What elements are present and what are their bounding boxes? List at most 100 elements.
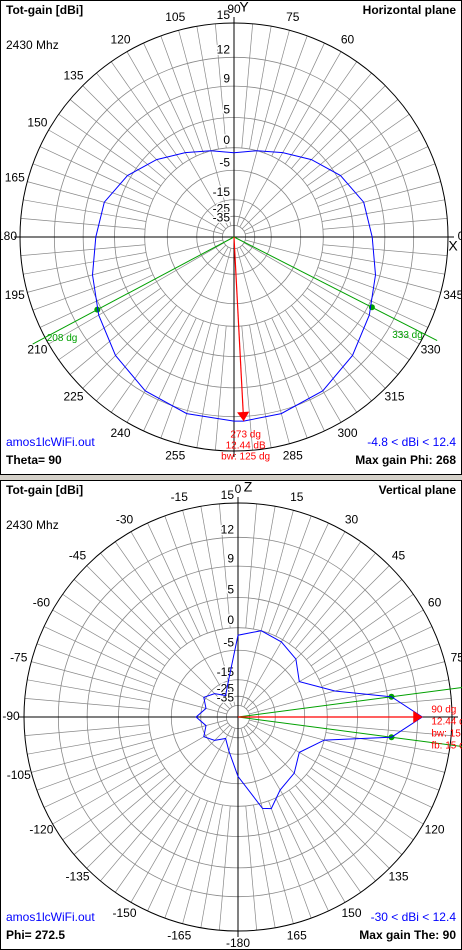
peak-label: 12.44 dB [226,441,266,452]
spoke [275,522,329,637]
spoke [178,30,232,226]
spoke [182,728,236,924]
beam-edge-line [233,236,438,341]
angle-tick-label: -15 [171,490,189,504]
spoke [243,129,420,232]
r-tick-label: 15 [221,488,235,502]
spoke [20,244,146,256]
spoke [268,800,312,919]
peak-label: fb: 15 dB [431,741,462,752]
spoke [114,789,188,893]
pattern-curve [195,630,424,810]
spoke [27,679,151,702]
spoke [36,747,155,791]
r-tick-label: 12 [217,42,231,56]
angle-tick-label: 165 [5,170,25,184]
spoke [310,767,414,841]
spoke [291,72,372,169]
angle-tick-label: 285 [283,448,303,462]
file-name: amos1lcWiFi.out [6,910,95,924]
spoke [215,325,227,451]
panel: 15 12 9 5 0 -5 -15 -25-35 -150 15 -30 30 -45 45 -60 60 -… [0,479,462,950]
spoke [130,726,233,903]
spoke [86,724,231,869]
angle-tick-label: 150 [341,906,361,920]
spoke [253,804,276,928]
spoke [32,267,151,311]
beam-edge-dot [94,306,101,313]
peak-label: 12.44 dB [431,717,462,728]
spoke [219,805,231,931]
spoke [322,218,448,230]
spoke [100,552,181,649]
axis-letter: Y [239,0,249,15]
spoke [321,199,445,222]
spoke [243,242,420,345]
spoke [27,732,151,755]
angle-tick-label: -90 [2,709,20,723]
spoke [196,324,219,448]
spoke [236,248,290,444]
angle-tick-label: 60 [428,596,442,610]
angle-tick-label: 255 [165,448,185,462]
spoke [314,146,429,200]
spoke [24,724,150,736]
spoke [302,294,399,375]
angle-tick-label: 30 [345,513,359,527]
spoke [302,99,399,180]
r-tick-label: -15 [213,185,231,199]
peak-label: bw: 15 dg [431,729,462,740]
peak-arrowhead [237,411,250,422]
spoke [306,287,410,361]
spoke [62,593,166,667]
spoke [43,754,158,808]
angle-tick-label: -45 [69,549,87,563]
spoke [27,181,223,235]
spoke [245,239,441,293]
spoke [24,698,150,710]
spoke [239,246,342,423]
spoke [73,774,170,855]
chart-title: Tot-gain [dBi] [6,3,83,17]
angle-tick-label: 135 [388,870,408,884]
spoke [284,61,358,165]
angle-tick-label: 225 [63,390,83,404]
spoke [164,800,208,919]
spoke [58,287,162,361]
spoke [268,515,312,634]
beam-edge-label: 208 dg [47,333,78,344]
spoke [36,643,155,687]
spoke [31,661,227,715]
spoke [239,51,342,228]
spoke [245,181,441,235]
r-tick-label: -5 [223,635,234,649]
spoke [241,23,253,149]
spoke [110,61,184,165]
axis-letter: X [448,238,458,254]
angle-tick-label: 135 [63,69,83,83]
param-text: Phi= 272.5 [6,928,65,942]
spoke [306,113,410,187]
spoke [241,244,386,389]
spoke [31,719,227,773]
r-tick-label: 5 [227,583,234,597]
r-tick-label: -25 [213,201,231,215]
spoke [249,661,445,715]
spoke [241,85,386,230]
angle-tick-label: 315 [384,390,404,404]
spoke [245,503,258,629]
angle-tick-label: -75 [10,650,28,664]
spoke [240,728,294,924]
spoke [236,30,290,226]
angle-tick-label: 15 [290,490,304,504]
angle-tick-label: -30 [116,513,134,527]
spoke [96,72,177,169]
angle-tick-label: 45 [392,549,406,563]
beam-edge-line [32,236,235,345]
spoke [164,515,208,634]
spoke [264,35,308,154]
spoke [317,267,436,311]
beam-edge-label: 333 dg [392,330,423,341]
